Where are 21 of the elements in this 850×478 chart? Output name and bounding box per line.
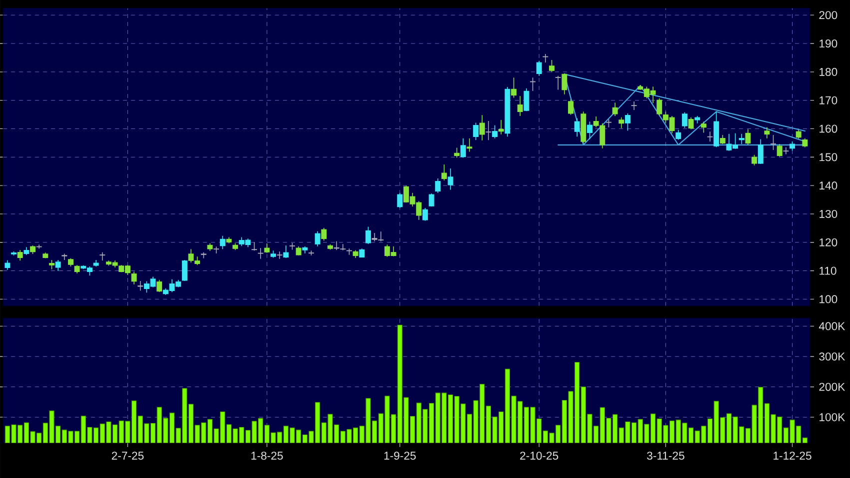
y-tick-label: 150 xyxy=(820,153,838,162)
y-tick-label: 160 xyxy=(820,124,838,133)
x-tick-label: 1-8-25 xyxy=(251,452,283,460)
y-tick-label: 100 xyxy=(820,295,838,304)
x-tick-label: 2-10-25 xyxy=(520,452,558,460)
x-tick-label: 2-7-25 xyxy=(112,452,144,460)
x-tick-label: 3-11-25 xyxy=(647,452,684,460)
y-tick-label: 200 xyxy=(819,11,838,20)
y-tick-label: 190 xyxy=(820,40,838,48)
y-tick-label: 130 xyxy=(820,210,838,218)
y-tick-label: 100K xyxy=(820,413,846,422)
x-tick-label: 1-12-25 xyxy=(774,452,812,460)
x-tick-label: 1-9-25 xyxy=(384,452,416,460)
y-tick-label: 400K xyxy=(818,322,846,330)
y-tick-label: 300K xyxy=(819,352,846,361)
y-tick-label: 140 xyxy=(820,182,838,190)
y-tick-label: 180 xyxy=(820,68,838,76)
y-tick-label: 120 xyxy=(820,238,838,246)
y-tick-label: 110 xyxy=(820,266,836,275)
y-tick-label: 170 xyxy=(820,96,838,104)
y-tick-label: 200K xyxy=(819,382,846,391)
